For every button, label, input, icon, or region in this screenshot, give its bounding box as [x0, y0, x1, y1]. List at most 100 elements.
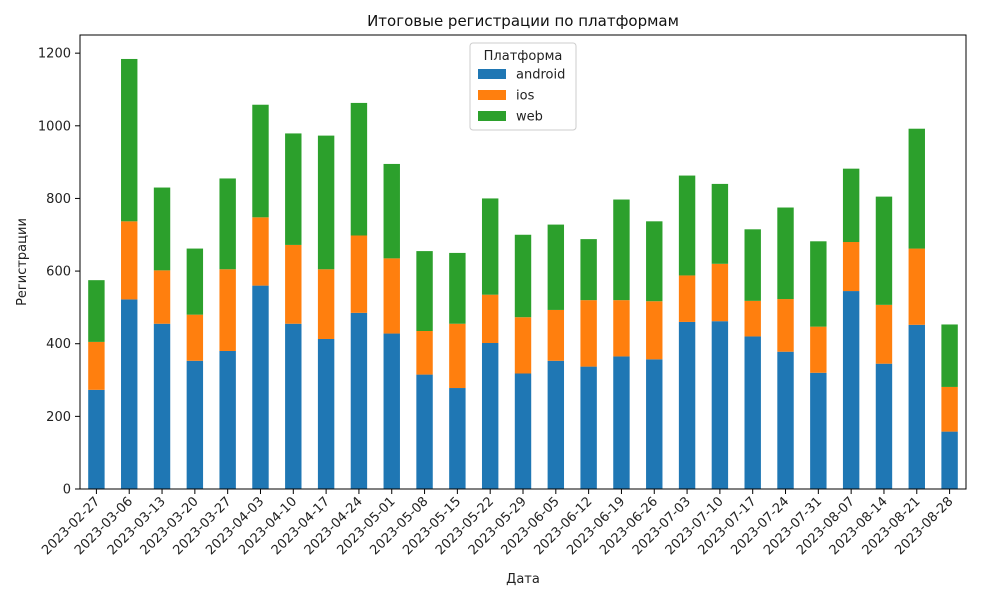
x-axis-title: Дата — [506, 572, 540, 587]
bar-android-2023-07-31 — [810, 372, 827, 489]
bar-ios-2023-03-27 — [219, 269, 236, 351]
legend-swatch-ios — [478, 90, 506, 100]
bar-android-2023-03-27 — [219, 350, 236, 489]
bar-web-2023-05-22 — [481, 198, 499, 295]
bar-web-2023-05-08 — [416, 251, 433, 331]
y-tick-label: 600 — [46, 265, 71, 280]
bar-web-2023-08-14 — [875, 196, 893, 305]
bar-ios-2023-08-28 — [941, 386, 958, 432]
y-tick-label: 1000 — [38, 119, 71, 134]
bar-ios-2023-06-12 — [580, 300, 597, 367]
bar-web-2023-03-13 — [153, 187, 171, 271]
bar-android-2023-04-24 — [350, 312, 368, 489]
bar-web-2023-06-26 — [646, 221, 663, 302]
bar-android-2023-07-10 — [711, 321, 729, 489]
bar-web-2023-04-03 — [252, 104, 269, 218]
bar-android-2023-05-08 — [416, 374, 433, 489]
bar-web-2023-03-06 — [121, 58, 138, 222]
bar-web-2023-07-17 — [744, 229, 761, 301]
bar-ios-2023-07-03 — [678, 275, 696, 322]
bar-ios-2023-07-24 — [777, 299, 794, 352]
bar-android-2023-03-13 — [153, 323, 171, 489]
bar-ios-2023-05-22 — [481, 294, 499, 343]
bar-android-2023-05-01 — [383, 333, 400, 489]
bar-android-2023-04-17 — [317, 339, 335, 489]
bar-web-2023-04-24 — [350, 102, 368, 236]
bar-ios-2023-04-17 — [317, 269, 335, 339]
legend-swatch-android — [478, 69, 506, 79]
bar-android-2023-05-29 — [514, 373, 532, 489]
bar-web-2023-07-24 — [777, 207, 794, 300]
bar-web-2023-08-21 — [908, 128, 925, 249]
bar-android-2023-03-06 — [121, 299, 138, 489]
bar-android-2023-08-14 — [875, 363, 893, 489]
bar-android-2023-05-15 — [449, 388, 466, 489]
bar-ios-2023-08-14 — [875, 304, 893, 364]
bar-ios-2023-03-13 — [153, 270, 171, 324]
bar-web-2023-06-19 — [613, 199, 630, 301]
bar-android-2023-06-12 — [580, 366, 597, 489]
legend-label-ios: ios — [516, 89, 535, 104]
bar-ios-2023-05-01 — [383, 258, 400, 334]
bar-android-2023-08-28 — [941, 431, 958, 489]
bar-ios-2023-07-31 — [810, 326, 827, 373]
bar-android-2023-07-03 — [678, 321, 696, 489]
legend-label-web: web — [516, 110, 543, 125]
bar-ios-2023-08-07 — [842, 242, 860, 292]
bar-android-2023-04-10 — [285, 323, 302, 489]
y-axis-title: Регистрации — [15, 218, 30, 306]
bar-ios-2023-06-19 — [613, 300, 630, 357]
bar-android-2023-06-26 — [646, 359, 663, 489]
bar-android-2023-06-05 — [547, 360, 565, 489]
bar-ios-2023-05-29 — [514, 317, 532, 374]
y-tick-label: 0 — [63, 483, 71, 498]
bar-android-2023-08-07 — [842, 291, 860, 489]
legend-box — [469, 42, 577, 131]
bar-android-2023-07-24 — [777, 351, 794, 489]
bar-ios-2023-04-03 — [252, 217, 269, 286]
bar-ios-2023-03-20 — [186, 314, 204, 361]
bar-ios-2023-05-15 — [449, 323, 466, 389]
bar-android-2023-06-19 — [613, 356, 630, 489]
bar-ios-2023-03-06 — [121, 221, 138, 300]
bar-web-2023-05-01 — [383, 163, 400, 259]
y-tick-label: 400 — [46, 337, 71, 352]
bar-android-2023-04-03 — [252, 285, 269, 489]
legend-swatch-web — [478, 111, 506, 121]
legend: Платформа android ios web — [469, 42, 577, 131]
bars — [88, 58, 958, 489]
bar-android-2023-07-17 — [744, 336, 761, 489]
bar-web-2023-07-31 — [810, 241, 827, 327]
bar-web-2023-07-10 — [711, 183, 729, 264]
bar-web-2023-06-05 — [547, 224, 565, 310]
chart-title: Итоговые регистрации по платформам — [367, 12, 679, 30]
y-tick-label: 200 — [46, 410, 71, 425]
bar-android-2023-08-21 — [908, 324, 925, 489]
bar-ios-2023-06-05 — [547, 309, 565, 361]
bar-web-2023-06-12 — [580, 239, 597, 301]
bar-web-2023-04-10 — [285, 133, 302, 245]
bar-ios-2023-07-17 — [744, 300, 761, 337]
bar-web-2023-05-29 — [514, 234, 532, 318]
bar-ios-2023-08-21 — [908, 248, 925, 325]
bar-web-2023-05-15 — [449, 252, 466, 324]
bar-ios-2023-04-10 — [285, 244, 302, 324]
bar-ios-2023-02-27 — [88, 341, 105, 390]
bar-web-2023-02-27 — [88, 280, 105, 342]
bar-web-2023-04-17 — [317, 135, 335, 270]
bar-ios-2023-04-24 — [350, 235, 368, 313]
bar-web-2023-07-03 — [678, 175, 696, 276]
y-tick-label: 800 — [46, 192, 71, 207]
bar-android-2023-03-20 — [186, 360, 204, 489]
y-tick-label: 1200 — [38, 47, 71, 62]
bar-android-2023-02-27 — [88, 389, 105, 489]
bar-ios-2023-07-10 — [711, 263, 729, 322]
legend-label-android: android — [516, 68, 565, 83]
bar-ios-2023-05-08 — [416, 331, 433, 375]
bar-web-2023-08-28 — [941, 324, 958, 387]
bar-android-2023-05-22 — [481, 342, 499, 489]
legend-title: Платформа — [484, 49, 563, 64]
bar-web-2023-03-27 — [219, 178, 236, 270]
bar-ios-2023-06-26 — [646, 301, 663, 360]
